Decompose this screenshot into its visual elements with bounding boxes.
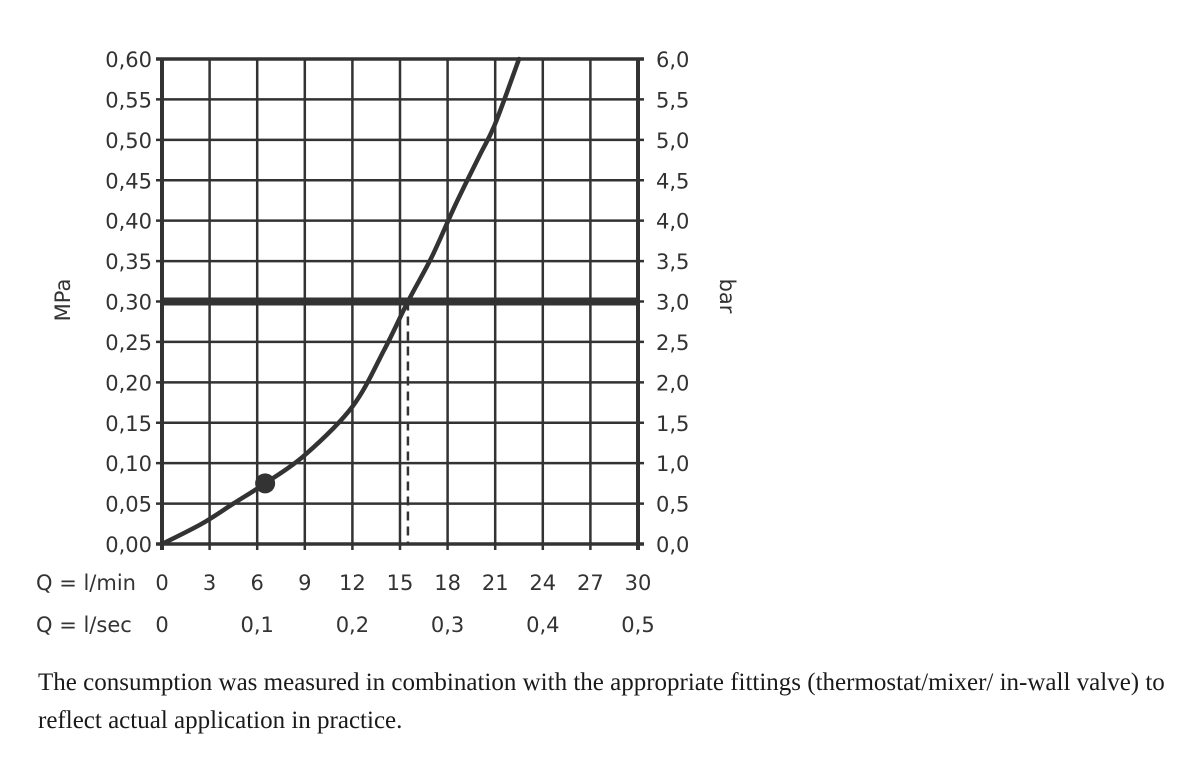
left-tick-label: 0,10	[105, 452, 152, 476]
y-axis-title-bar: bar	[715, 279, 739, 314]
left-tick-label: 0,50	[105, 129, 152, 153]
left-tick-label: 0,30	[105, 291, 152, 315]
left-tick-label: 0,45	[105, 169, 152, 193]
x-tick-label: 0,3	[431, 613, 464, 637]
x-tick-label: 24	[529, 571, 556, 595]
x-tick-label: 15	[387, 571, 414, 595]
right-tick-label: 3,0	[656, 291, 689, 315]
right-tick-label: 1,5	[656, 412, 689, 436]
left-tick-label: 0,05	[105, 493, 152, 517]
left-tick-label: 0,55	[105, 88, 152, 112]
curve-marker-dot	[255, 473, 276, 494]
x-tick-label: 21	[482, 571, 509, 595]
x-tick-label: 30	[625, 571, 652, 595]
left-tick-label: 0,60	[105, 48, 152, 72]
x-tick-label: 27	[577, 571, 604, 595]
left-y-axis: 0,00 0,05 0,10 0,15 0,20 0,25 0,30 0,35 0,40 0,45…	[105, 48, 152, 557]
right-tick-label: 0,5	[656, 493, 689, 517]
left-tick-label: 0,20	[105, 371, 152, 395]
x-tick-label: 0,4	[526, 613, 559, 637]
x-tick-label: 12	[339, 571, 366, 595]
right-tick-label: 5,0	[656, 129, 689, 153]
y-axis-title-mpa: MPa	[51, 279, 75, 322]
x-tick-label: 18	[434, 571, 461, 595]
chart-caption: The consumption was measured in combinat…	[38, 669, 1165, 734]
x-tick-label: 0	[155, 571, 168, 595]
right-tick-label: 0,0	[656, 533, 689, 557]
x-axis-labels: Q = l/min 0 3 6 9 12 15 18 21 24 27 30 Q = l/sec 0 0,1…	[36, 571, 655, 637]
x-tick-label: 6	[251, 571, 264, 595]
right-tick-label: 4,5	[656, 169, 689, 193]
right-tick-label: 3,5	[656, 250, 689, 274]
x-tick-label: 0,1	[240, 613, 273, 637]
flow-curve	[159, 56, 522, 547]
right-tick-label: 2,5	[656, 331, 689, 355]
right-tick-label: 2,0	[656, 371, 689, 395]
left-tick-label: 0,00	[105, 533, 152, 557]
x-tick-label: 0	[155, 613, 168, 637]
right-tick-label: 4,0	[656, 210, 689, 234]
pressure-flow-chart: 0,000,050,100,150,200,250,300,350,400,45…	[36, 48, 739, 637]
right-y-axis: 0,0 0,5 1,0 1,5 2,0 2,5 3,0 3,5 4,0 4,5 5,0 5,5 6,0	[656, 48, 689, 557]
left-tick-label: 0,15	[105, 412, 152, 436]
right-tick-label: 1,0	[656, 452, 689, 476]
x-tick-label: 3	[203, 571, 216, 595]
right-tick-label: 5,5	[656, 88, 689, 112]
left-tick-label: 0,35	[105, 250, 152, 274]
x-tick-label: 0,2	[336, 613, 369, 637]
x-axis-row-title: Q = l/sec	[36, 613, 132, 637]
x-axis-row-title: Q = l/min	[36, 571, 136, 595]
left-tick-label: 0,40	[105, 210, 152, 234]
left-tick-label: 0,25	[105, 331, 152, 355]
x-tick-label: 0,5	[621, 613, 654, 637]
x-tick-label: 9	[298, 571, 311, 595]
right-tick-label: 6,0	[656, 48, 689, 72]
